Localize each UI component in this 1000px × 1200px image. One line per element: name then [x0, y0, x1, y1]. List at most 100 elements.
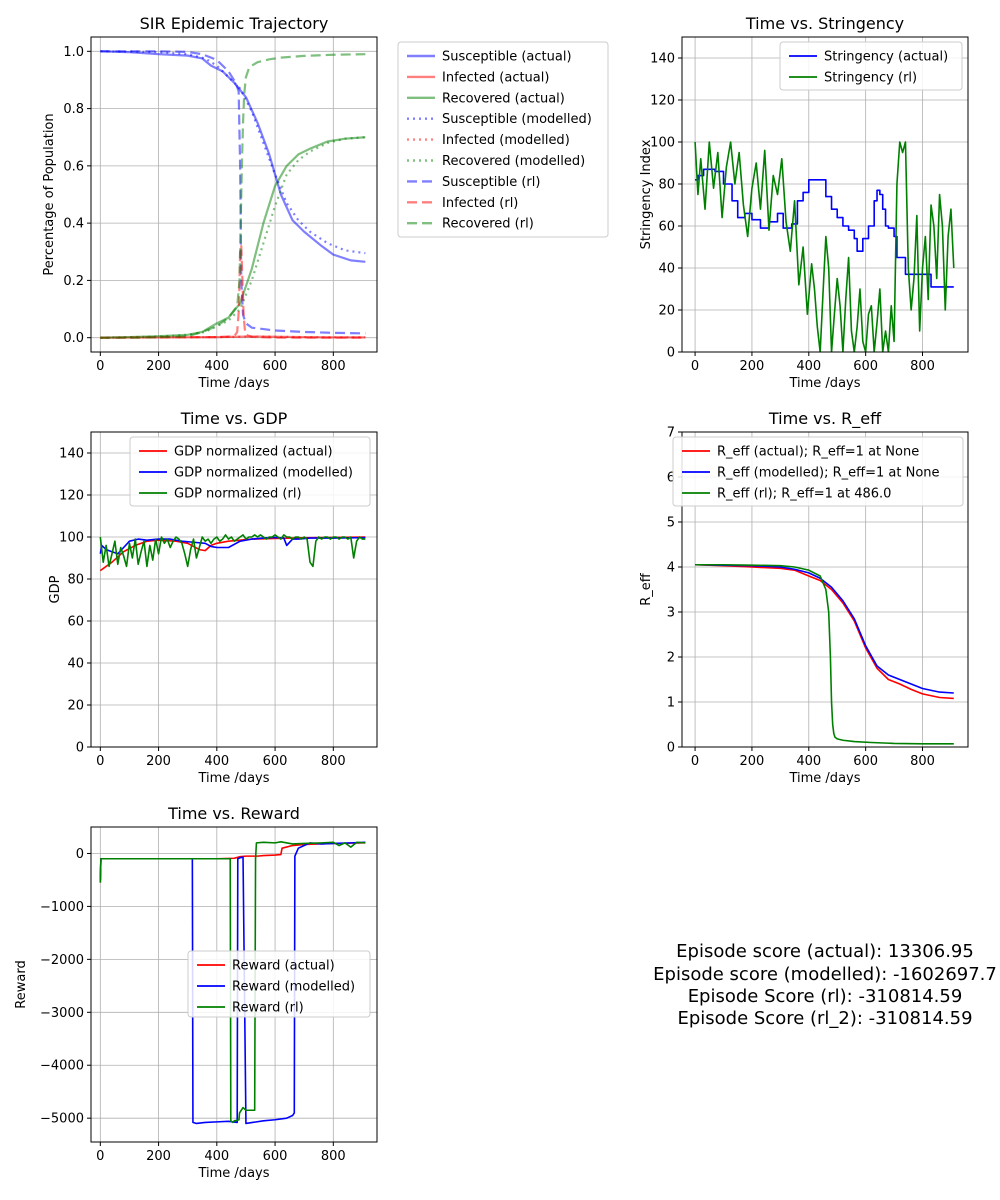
legend-label: Recovered (rl) — [442, 217, 534, 232]
legend-label: R_eff (rl); R_eff=1 at 486.0 — [717, 487, 891, 502]
legend-stringency: Stringency (actual) Stringency (rl) — [779, 41, 963, 91]
chart-title-stringency: Time vs. Stringency — [745, 14, 904, 33]
legend-label: Reward (rl) — [232, 1001, 304, 1016]
legend-box — [779, 41, 963, 91]
legend-label: GDP normalized (modelled) — [174, 466, 353, 481]
legend-box — [187, 950, 371, 1018]
y-tick-label: −2000 — [40, 953, 84, 968]
legend-label: R_eff (modelled); R_eff=1 at None — [717, 466, 940, 481]
panel-gdp: 0 200 400 600 800 0 20 40 60 80 100 120 140 Time vs. … — [48, 409, 378, 786]
x-tick-label: 400 — [796, 359, 821, 374]
x-tick-label: 200 — [740, 754, 765, 769]
legend-label: GDP normalized (actual) — [174, 445, 333, 460]
y-tick-label: 60 — [67, 615, 84, 630]
x-tick-label: 0 — [691, 754, 699, 769]
x-tick-label: 200 — [146, 754, 171, 769]
series-line-sir-8 — [100, 53, 366, 339]
x-tick-label: 200 — [740, 359, 765, 374]
x-axis-label-reff: Time /days — [788, 771, 860, 786]
x-tick-label: 600 — [853, 754, 878, 769]
score-actual: Episode score (actual): 13306.95 — [676, 941, 974, 962]
y-tick-label: 1.0 — [63, 45, 84, 60]
panel-stringency: 0 200 400 600 800 0 20 40 60 80 100 120 140 Time vs. … — [639, 14, 969, 391]
x-tick-label: 800 — [321, 754, 346, 769]
score-rl-2: Episode Score (rl_2): -310814.59 — [677, 1008, 972, 1029]
series-group-gdp — [99, 534, 366, 572]
y-tick-label: 3 — [667, 606, 675, 621]
y-axis-label-sir: Percentage of Population — [42, 113, 57, 275]
episode-scores: Episode score (actual): 13306.95 Episode… — [653, 941, 997, 1029]
legend-label: Recovered (modelled) — [442, 154, 585, 169]
legend-label: Stringency (actual) — [824, 50, 948, 65]
x-tick-label: 400 — [204, 1149, 229, 1164]
y-tick-label: 6 — [667, 471, 675, 486]
y-tick-label: 0.8 — [63, 102, 84, 117]
panel-reward: 0 200 400 600 800 0 −1000 −2000 −3000 −4000 −5000 T… — [14, 804, 378, 1181]
y-tick-label: 2 — [667, 651, 675, 666]
series-line-reff-1 — [695, 563, 954, 694]
chart-title-reff: Time vs. R_eff — [768, 409, 882, 429]
axes-frame-stringency — [681, 36, 969, 353]
y-tick-label: 80 — [67, 573, 84, 588]
y-tick-label: −3000 — [40, 1006, 84, 1021]
x-tick-label: 800 — [910, 754, 935, 769]
legend-label: GDP normalized (rl) — [174, 487, 302, 502]
x-tick-label: 800 — [321, 359, 346, 374]
x-axis-label-sir: Time /days — [197, 376, 269, 391]
x-tick-label: 400 — [204, 359, 229, 374]
axes-frame-reff — [681, 431, 969, 748]
y-tick-label: 120 — [650, 94, 675, 109]
series-line-reward-2 — [99, 841, 366, 1124]
legend-label: Infected (modelled) — [442, 133, 570, 148]
x-axis-label-reward: Time /days — [197, 1166, 269, 1181]
legend-label: Infected (actual) — [442, 70, 549, 85]
chart-title-gdp: Time vs. GDP — [180, 409, 288, 428]
legend-box — [397, 41, 609, 238]
y-axis-label-gdp: GDP — [48, 575, 63, 603]
grid-sir — [91, 37, 377, 352]
y-tick-label: 120 — [59, 489, 84, 504]
x-tick-label: 0 — [96, 359, 104, 374]
legend-reward: Reward (actual) Reward (modelled) Reward (… — [187, 950, 371, 1018]
series-group-sir — [100, 50, 366, 339]
legend-label: Susceptible (rl) — [442, 175, 540, 190]
y-tick-label: 7 — [667, 426, 675, 441]
series-group-reff — [695, 563, 954, 745]
y-axis-label-reff: R_eff — [639, 572, 654, 606]
y-tick-label: 80 — [658, 178, 675, 193]
x-tick-label: 600 — [263, 754, 288, 769]
panel-reff: 0 200 400 600 800 0 1 2 3 4 5 6 7 Time vs. R_eff Time … — [639, 409, 969, 786]
axes-frame-gdp — [90, 431, 378, 748]
series-group-reward — [99, 841, 366, 1125]
x-tick-label: 400 — [204, 754, 229, 769]
y-axis-label-stringency: Stringency Index — [639, 139, 654, 249]
legend-label: Stringency (rl) — [824, 71, 917, 86]
x-tick-label: 800 — [910, 359, 935, 374]
series-group-stringency — [694, 141, 955, 352]
y-tick-label: 20 — [67, 699, 84, 714]
y-tick-label: 4 — [667, 561, 675, 576]
x-tick-label: 600 — [263, 359, 288, 374]
legend-gdp: GDP normalized (actual) GDP normalized (m… — [129, 436, 371, 507]
legend-label: Recovered (actual) — [442, 91, 565, 106]
legend-label: Susceptible (actual) — [442, 50, 572, 65]
y-tick-label: 0.2 — [63, 274, 84, 289]
axes-frame-sir — [90, 36, 378, 353]
y-axis-label-reward: Reward — [14, 960, 29, 1008]
y-tick-label: 0.6 — [63, 159, 84, 174]
y-tick-label: 0 — [76, 741, 84, 756]
series-line-reff-2 — [695, 563, 954, 745]
legend-box — [672, 436, 964, 507]
x-axis-label-gdp: Time /days — [197, 771, 269, 786]
chart-title-reward: Time vs. Reward — [167, 804, 300, 823]
legend-label: Infected (rl) — [442, 196, 518, 211]
series-line-sir-3 — [100, 50, 366, 255]
legend-label: R_eff (actual); R_eff=1 at None — [717, 445, 919, 460]
panel-sir: 0 200 400 600 800 0.0 0.2 0.4 0.6 0.8 1.0 SIR Epide… — [42, 14, 609, 391]
legend-label: Reward (modelled) — [232, 980, 355, 995]
y-tick-label: 100 — [650, 136, 675, 151]
y-tick-label: 0.4 — [63, 217, 84, 232]
y-tick-label: 140 — [650, 52, 675, 67]
score-modelled: Episode score (modelled): -1602697.7 — [653, 964, 997, 985]
y-tick-label: −1000 — [40, 900, 84, 915]
